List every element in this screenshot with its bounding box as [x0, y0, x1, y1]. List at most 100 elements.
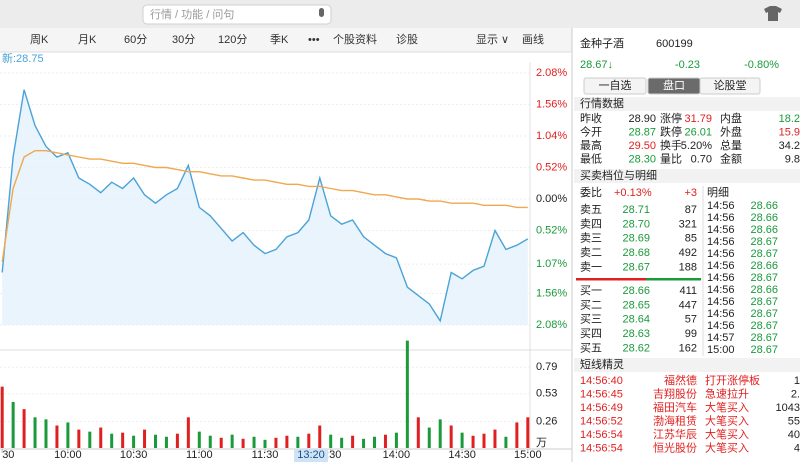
- volume-bar: [274, 437, 278, 448]
- volume-bar: [318, 425, 322, 448]
- detail-time: 14:56: [707, 272, 735, 284]
- y-tick-label: 0.52%: [536, 224, 567, 236]
- stat-value: 9.8: [785, 153, 800, 165]
- volume-bar: [110, 433, 114, 448]
- toolbar-item[interactable]: 120分: [218, 33, 247, 46]
- volume-bar: [186, 417, 190, 448]
- toolbar-item[interactable]: 诊股: [396, 32, 418, 46]
- stock-name: 金种子酒: [580, 36, 624, 50]
- y-tick-label: 1.56%: [536, 98, 567, 110]
- mic-icon[interactable]: [319, 8, 324, 17]
- volume-bar: [22, 409, 26, 448]
- y-tick-label: 1.07%: [536, 258, 567, 270]
- toolbar-item[interactable]: 显示 ∨: [476, 33, 509, 46]
- stock-price: 28.67↓: [580, 59, 613, 71]
- toolbar-item[interactable]: 30分: [172, 33, 195, 46]
- volume-bar: [66, 422, 70, 448]
- stat-value: 34.2: [779, 140, 800, 152]
- alert-value: 2.: [791, 388, 800, 400]
- stat-label: 今开: [580, 124, 602, 138]
- book-volume: 99: [685, 328, 697, 340]
- volume-bar: [230, 434, 234, 448]
- volume-tick-label: 0.53: [536, 388, 557, 400]
- alert-value: 4: [794, 442, 800, 454]
- book-price: 28.69: [622, 233, 650, 245]
- book-level: 卖二: [580, 246, 602, 259]
- volume-bar: [373, 436, 377, 448]
- volume-bar: [0, 386, 4, 448]
- alert-stock: 福然德: [664, 373, 697, 387]
- ratio-diff: +3: [684, 187, 697, 199]
- stat-label: 外盘: [720, 124, 742, 138]
- toolbar-item[interactable]: 个股资料: [333, 32, 377, 46]
- volume-bar: [438, 419, 442, 448]
- toolbar-item[interactable]: 60分: [124, 33, 147, 46]
- y-tick-label: 2.08%: [536, 319, 567, 331]
- book-level: 卖四: [580, 217, 602, 230]
- volume-bar: [493, 429, 497, 448]
- skin-icon[interactable]: [764, 6, 782, 21]
- stat-label: 最高: [580, 138, 602, 152]
- toolbar-item[interactable]: 月K: [78, 34, 97, 46]
- panel-button[interactable]: [583, 77, 647, 95]
- x-tick-label: 14:30: [448, 449, 476, 461]
- x-tick-label: 11:00: [186, 449, 213, 461]
- detail-time: 14:56: [707, 200, 735, 212]
- stat-value: 28.30: [628, 153, 656, 165]
- alert-event: 大笔买入: [705, 413, 749, 427]
- panel-button-label[interactable]: 一自选: [599, 79, 632, 92]
- detail-time: 14:56: [707, 320, 735, 332]
- volume-bar: [77, 429, 81, 448]
- section-header: [574, 97, 800, 111]
- price-line: [1, 89, 529, 323]
- volume-bar: [394, 432, 398, 448]
- cursor-time-box: [293, 449, 328, 462]
- volume-bar: [33, 417, 37, 448]
- detail-time: 14:56: [707, 308, 735, 320]
- y-tick-label: 1.56%: [536, 287, 567, 299]
- search-box[interactable]: [142, 4, 332, 25]
- panel-button-label[interactable]: 论股堂: [714, 78, 747, 92]
- volume-bar: [285, 435, 289, 448]
- section-title: 买卖档位与明细: [580, 168, 657, 182]
- stat-label: 内盘: [720, 111, 742, 125]
- book-level: 买一: [580, 284, 602, 297]
- alert-event: 打开涨停板: [705, 373, 760, 387]
- alert-event: 大笔买入: [705, 400, 749, 414]
- toolbar-item[interactable]: 季K: [270, 33, 289, 46]
- stat-label: 涨停: [660, 111, 682, 125]
- volume-bar: [175, 433, 179, 448]
- section-header: [574, 169, 800, 183]
- volume-bar: [471, 435, 475, 448]
- y-tick-label: 2.08%: [536, 67, 567, 79]
- stat-label: 跌停: [660, 124, 682, 138]
- section-title: 行情数据: [580, 96, 624, 110]
- stat-value: 0.70: [691, 153, 712, 165]
- panel-button-label[interactable]: 盘口: [663, 78, 685, 92]
- detail-time: 14:56: [707, 212, 735, 224]
- y-tick-label: 0.00%: [536, 193, 567, 205]
- book-level: 卖三: [580, 232, 602, 245]
- book-price: 28.65: [622, 299, 650, 311]
- average-line: [1, 150, 528, 263]
- x-tick-label: 10:30: [120, 449, 148, 461]
- panel-button[interactable]: [699, 77, 761, 95]
- x-tick-label: 30: [2, 449, 14, 461]
- detail-price: 28.66: [750, 224, 778, 236]
- toolbar-item[interactable]: •••: [308, 34, 320, 46]
- alert-time: 14:56:45: [580, 388, 623, 400]
- toolbar-item[interactable]: 画线: [522, 32, 544, 46]
- ratio-label: 委比: [580, 186, 602, 199]
- toolbar-item[interactable]: 周K: [30, 33, 49, 46]
- detail-price: 28.66: [750, 260, 778, 272]
- alert-stock: 福田汽车: [653, 400, 697, 414]
- book-level: 买五: [580, 342, 602, 355]
- volume-bar: [307, 433, 311, 448]
- detail-price: 28.67: [750, 308, 778, 320]
- detail-time: 14:56: [707, 248, 735, 260]
- volume-bar: [55, 425, 59, 448]
- detail-price: 28.66: [750, 200, 778, 212]
- price-change: -0.23: [675, 59, 700, 71]
